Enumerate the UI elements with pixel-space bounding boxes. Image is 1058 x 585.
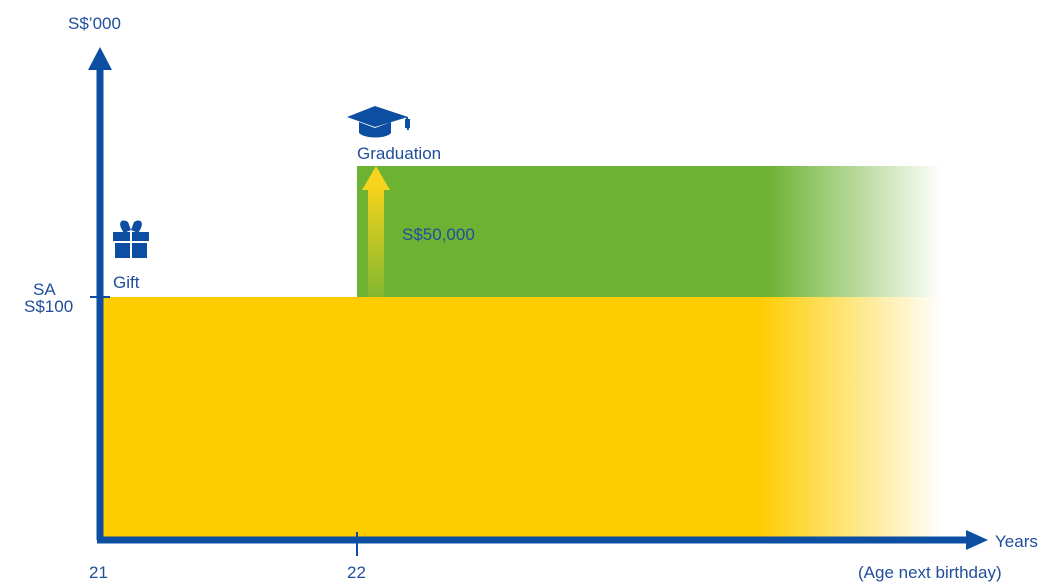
gift-icon — [113, 220, 149, 258]
x-tick-label-21: 21 — [89, 563, 108, 582]
graduation-benefit-block — [357, 166, 943, 297]
graduation-amount-label: S$50,000 — [402, 225, 475, 244]
gift-label: Gift — [113, 273, 140, 292]
y-axis-arrowhead — [88, 47, 112, 70]
graduation-label: Graduation — [357, 144, 442, 163]
x-axis-sublabel: (Age next birthday) — [858, 563, 1002, 582]
y-tick-label-sa: SA — [33, 280, 56, 299]
base-coverage-block — [103, 297, 943, 538]
y-tick-label-value: S$100 — [24, 297, 74, 316]
increase-arrow — [362, 166, 390, 297]
y-axis-unit-label: S$’000 — [68, 14, 121, 33]
graduation-cap-icon — [347, 106, 410, 138]
x-tick-label-22: 22 — [347, 563, 366, 582]
x-axis-label: Years — [995, 532, 1038, 551]
x-axis-arrowhead — [966, 530, 988, 550]
